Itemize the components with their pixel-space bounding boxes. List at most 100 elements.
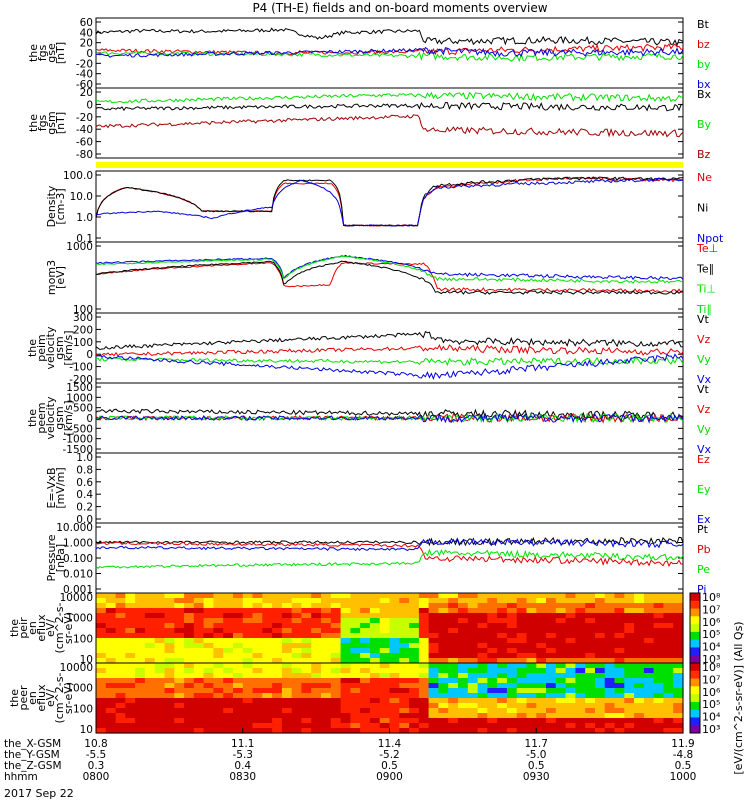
heatmap-cell (506, 613, 518, 619)
heatmap-cell (526, 648, 537, 654)
heatmap-cell (369, 593, 381, 599)
legend-Vy: Vy (697, 353, 711, 366)
y-axis-label: peir (17, 617, 30, 639)
heatmap-cell (565, 693, 576, 699)
heatmap-cell (174, 673, 185, 679)
heatmap-cell (634, 728, 645, 734)
heatmap-cell (438, 728, 449, 734)
heatmap-cell (389, 648, 400, 654)
heatmap-cell (516, 678, 528, 684)
legend-bx: bx (697, 78, 711, 91)
heatmap-cell (438, 708, 449, 714)
heatmap-cell (467, 723, 479, 729)
heatmap-cell (301, 618, 312, 624)
heatmap-cell (115, 678, 126, 684)
heatmap-cell (438, 683, 449, 689)
legend-Vz: Vz (697, 403, 711, 416)
heatmap-cell (643, 648, 655, 654)
heatmap-cell (321, 723, 332, 729)
heatmap-cell (555, 653, 567, 659)
heatmap-cell (653, 728, 664, 734)
heatmap-cell (184, 598, 195, 604)
heatmap-cell (203, 693, 214, 699)
heatmap-cell (526, 598, 537, 604)
heatmap-cell (125, 638, 136, 644)
heatmap-cell (321, 673, 332, 679)
heatmap-cell (604, 613, 616, 619)
heatmap-cell (546, 723, 557, 729)
heatmap-cell (585, 693, 596, 699)
heatmap-cell (526, 643, 537, 649)
heatmap-cell (223, 638, 234, 644)
heatmap-cell (301, 678, 312, 684)
heatmap-cell (653, 683, 664, 689)
heatmap-cell (291, 633, 303, 639)
heatmap-cell (653, 688, 664, 694)
heatmap-cell (340, 683, 351, 689)
heatmap-cell (213, 683, 224, 689)
heatmap-cell (555, 703, 567, 709)
heatmap-cell (340, 728, 351, 734)
heatmap-cell (96, 718, 107, 724)
legend-Vt: Vt (697, 313, 710, 326)
heatmap-cell (164, 653, 175, 659)
heatmap-cell (516, 618, 528, 624)
heatmap-cell (115, 723, 126, 729)
heatmap-cell (281, 633, 293, 639)
colorbar-tick-label: 10⁶ (702, 686, 721, 699)
heatmap-cell (96, 673, 107, 679)
heatmap-cell (115, 628, 126, 634)
heatmap-cell (536, 708, 547, 714)
legend-Ex: Ex (697, 513, 711, 526)
heatmap-cell (164, 633, 175, 639)
heatmap-cell (115, 668, 126, 674)
heatmap-cell (458, 723, 469, 729)
heatmap-cell (634, 628, 645, 634)
y-tick-label: -40 (76, 124, 93, 136)
heatmap-cell (418, 628, 430, 634)
heatmap-cell (663, 658, 674, 664)
y-tick-label: -40 (76, 69, 93, 81)
series-line-bz (95, 43, 684, 56)
heatmap-cell (223, 678, 234, 684)
heatmap-cell (360, 718, 371, 724)
heatmap-cell (184, 603, 195, 609)
heatmap-cell (448, 598, 459, 604)
heatmap-cell (555, 713, 567, 719)
series-line-Ti⊥ (95, 254, 684, 281)
heatmap-cell (330, 728, 342, 734)
heatmap-cell (653, 603, 664, 609)
heatmap-cell (262, 728, 273, 734)
heatmap-cell (213, 663, 224, 669)
heatmap-cell (506, 688, 518, 694)
heatmap-cell (458, 598, 469, 604)
heatmap-cell (663, 713, 674, 719)
heatmap-cell (311, 663, 322, 669)
heatmap-cell (399, 638, 410, 644)
heatmap-cell (673, 658, 684, 664)
heatmap-cell (360, 668, 371, 674)
heatmap-cell (536, 713, 547, 719)
heatmap-cell (223, 693, 234, 699)
heatmap-cell (497, 718, 508, 724)
heatmap-cell (595, 653, 606, 659)
heatmap-cell (409, 713, 420, 719)
heatmap-cell (262, 618, 273, 624)
heatmap-cell (360, 623, 371, 629)
heatmap-cell (174, 638, 185, 644)
heatmap-cell (565, 673, 576, 679)
heatmap-cell (311, 683, 322, 689)
heatmap-cell (487, 648, 498, 654)
heatmap-cell (575, 628, 586, 634)
heatmap-cell (340, 693, 351, 699)
heatmap-cell (663, 638, 674, 644)
heatmap-cell (526, 683, 537, 689)
heatmap-cell (428, 718, 439, 724)
heatmap-cell (614, 703, 625, 709)
heatmap-cell (135, 593, 146, 599)
heatmap-cell (526, 628, 537, 634)
heatmap-cell (233, 663, 244, 669)
heatmap-cell (555, 688, 567, 694)
heatmap-cell (389, 723, 400, 729)
series-line-Pe (95, 548, 684, 569)
